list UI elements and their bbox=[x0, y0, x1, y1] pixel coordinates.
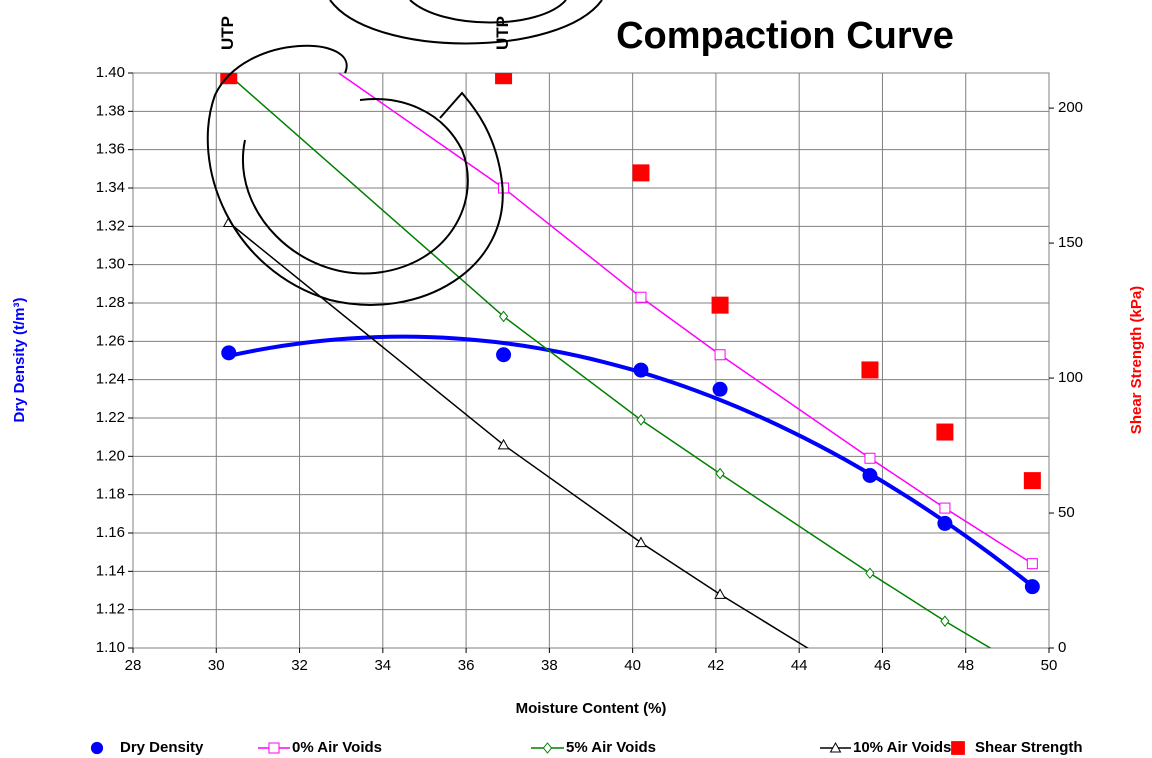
marker bbox=[712, 381, 728, 397]
x-tick-label: 40 bbox=[624, 657, 641, 674]
y-tick-label: 1.12 bbox=[96, 601, 125, 618]
legend-marker bbox=[829, 741, 842, 753]
marker bbox=[951, 741, 965, 755]
marker bbox=[498, 310, 509, 323]
x-tick-label: 44 bbox=[791, 657, 808, 674]
trendline bbox=[228, 334, 1034, 588]
marker bbox=[220, 73, 238, 85]
marker bbox=[635, 291, 647, 303]
y2-tick-label: 200 bbox=[1058, 99, 1083, 116]
x-tick-label: 28 bbox=[125, 657, 142, 674]
marker bbox=[90, 741, 104, 755]
y-tick-label: 1.20 bbox=[96, 447, 125, 464]
y-tick-label: 1.16 bbox=[96, 524, 125, 541]
y2-tick-label: 0 bbox=[1058, 639, 1066, 656]
marker bbox=[940, 615, 950, 627]
marker bbox=[861, 361, 879, 379]
marker bbox=[632, 164, 650, 182]
hand-arrow bbox=[329, 0, 603, 45]
x-tick-label: 32 bbox=[291, 657, 308, 674]
marker bbox=[1023, 472, 1041, 490]
x-tick-label: 42 bbox=[708, 657, 725, 674]
marker bbox=[714, 588, 726, 599]
x-tick-label: 48 bbox=[957, 657, 974, 674]
marker bbox=[221, 345, 237, 361]
marker bbox=[715, 467, 725, 480]
y-tick-label: 1.10 bbox=[96, 639, 125, 656]
x-tick-label: 30 bbox=[208, 657, 225, 674]
marker bbox=[633, 362, 649, 378]
marker bbox=[865, 681, 875, 690]
marker bbox=[1026, 558, 1038, 570]
marker bbox=[862, 468, 878, 483]
legend-label: 0% Air Voids bbox=[292, 739, 382, 756]
y-tick-label: 1.40 bbox=[96, 64, 125, 81]
marker bbox=[497, 438, 510, 450]
legend-marker bbox=[268, 742, 280, 754]
marker bbox=[865, 567, 875, 580]
x-tick-label: 34 bbox=[374, 657, 391, 674]
chart-title: Compaction Curve bbox=[616, 15, 954, 57]
x-tick-label: 46 bbox=[874, 657, 891, 674]
grid bbox=[132, 72, 1050, 649]
annotation-drawing bbox=[206, 0, 603, 306]
marker bbox=[939, 502, 951, 514]
y-tick-label: 1.34 bbox=[96, 179, 125, 196]
y-tick-label: 1.18 bbox=[96, 486, 125, 503]
marker bbox=[495, 73, 513, 85]
hand-arrow bbox=[206, 44, 504, 306]
x-axis-label: Moisture Content (%) bbox=[516, 700, 667, 717]
marker bbox=[936, 423, 954, 441]
legend-marker bbox=[542, 742, 553, 754]
y-tick-label: 1.32 bbox=[96, 217, 125, 234]
y-tick-label: 1.22 bbox=[96, 409, 125, 426]
y-tick-label: 1.36 bbox=[96, 141, 125, 158]
annotation: UTP bbox=[218, 16, 237, 50]
marker bbox=[940, 727, 950, 736]
x-tick-label: 38 bbox=[541, 657, 558, 674]
y2-tick-label: 150 bbox=[1058, 234, 1083, 251]
marker bbox=[635, 536, 647, 548]
y2-axis-label: Shear Strength (kPa) bbox=[1128, 286, 1145, 434]
marker bbox=[1028, 668, 1036, 678]
annotation: UTP bbox=[493, 16, 512, 50]
marker bbox=[864, 452, 876, 464]
x-tick-label: 50 bbox=[1041, 657, 1058, 674]
y2-tick-label: 100 bbox=[1058, 369, 1083, 386]
marker bbox=[714, 349, 726, 361]
y-tick-label: 1.24 bbox=[96, 371, 125, 388]
marker bbox=[496, 347, 512, 363]
y-axis-label: Dry Density (t/m³) bbox=[11, 297, 28, 422]
marker bbox=[711, 296, 729, 314]
x-tick-label: 36 bbox=[458, 657, 475, 674]
hand-arrow bbox=[242, 98, 469, 275]
legend-label: 5% Air Voids bbox=[566, 739, 656, 756]
y-tick-label: 1.14 bbox=[96, 562, 125, 579]
y-tick-label: 1.28 bbox=[96, 294, 125, 311]
y-tick-label: 1.38 bbox=[96, 102, 125, 119]
legend-label: Shear Strength bbox=[975, 739, 1083, 756]
y-tick-label: 1.30 bbox=[96, 256, 125, 273]
legend-label: Dry Density bbox=[120, 739, 204, 756]
plot-content bbox=[220, 0, 1041, 736]
y2-tick-label: 50 bbox=[1058, 504, 1075, 521]
hand-arrow bbox=[409, 0, 567, 24]
legend-label: 10% Air Voids bbox=[853, 739, 951, 756]
marker bbox=[636, 414, 646, 426]
marker bbox=[937, 515, 953, 531]
marker bbox=[224, 0, 234, 1]
y-tick-label: 1.26 bbox=[96, 332, 125, 349]
marker bbox=[1024, 579, 1040, 595]
